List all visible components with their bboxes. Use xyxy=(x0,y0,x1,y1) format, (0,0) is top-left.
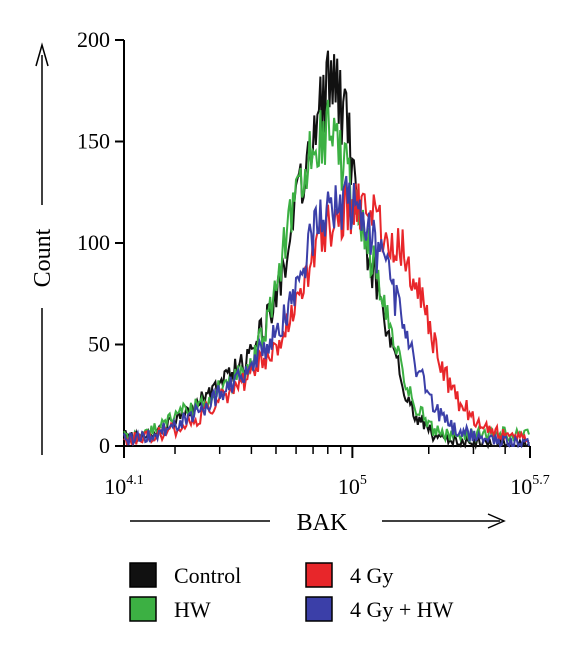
y-ticks: 0 50 100 150 200 xyxy=(77,27,124,458)
legend-label: HW xyxy=(174,597,211,622)
legend-swatch xyxy=(305,562,333,588)
x-axis-title-group: BAK xyxy=(130,510,506,536)
series-line-4-gy-hw xyxy=(123,175,530,449)
x-tick-label: 105.7 xyxy=(510,473,550,499)
y-tick-label: 150 xyxy=(77,129,110,154)
y-axis-title: Count xyxy=(30,228,56,287)
y-tick-label: 100 xyxy=(77,230,110,255)
legend-label: 4 Gy xyxy=(350,563,393,588)
x-tick-label: 104.1 xyxy=(104,473,144,499)
y-tick-label: 0 xyxy=(99,433,110,458)
legend-label: Control xyxy=(174,563,241,588)
legend-swatch xyxy=(129,596,157,622)
x-arrow-head xyxy=(487,513,506,529)
x-tick-label: 105 xyxy=(338,473,367,499)
x-ticks: 104.1 105 105.7 xyxy=(104,446,550,499)
series-line-hw xyxy=(123,99,530,444)
series-group xyxy=(123,50,530,450)
y-tick-label: 200 xyxy=(77,27,110,52)
x-axis-title: BAK xyxy=(297,510,348,536)
y-axis-title-group: Count xyxy=(30,42,56,455)
legend-swatch xyxy=(129,562,157,588)
legend-label: 4 Gy + HW xyxy=(350,597,454,622)
legend: Control 4 Gy HW 4 Gy + HW xyxy=(129,562,454,622)
y-arrow-head xyxy=(35,42,49,67)
y-tick-label: 50 xyxy=(88,332,110,357)
legend-swatch xyxy=(305,596,333,622)
